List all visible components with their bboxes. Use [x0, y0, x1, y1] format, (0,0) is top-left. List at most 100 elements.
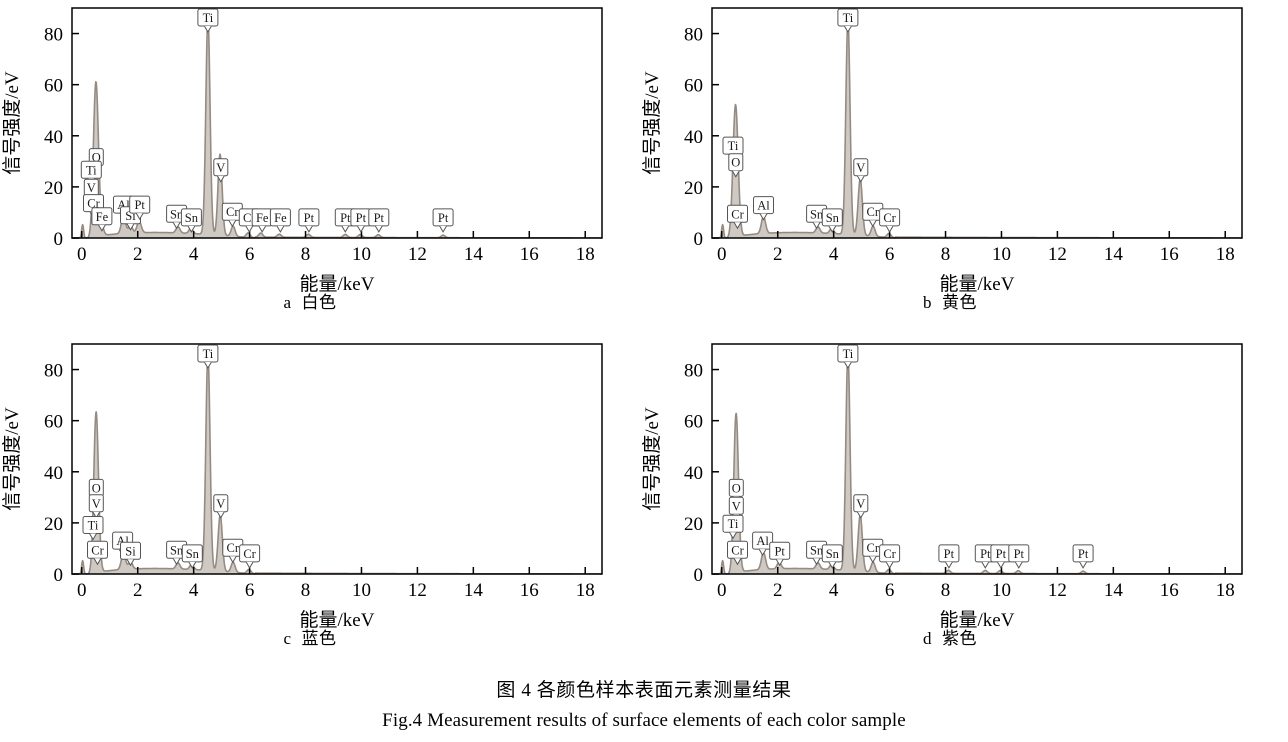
x-tick-label-b-7: 14: [1104, 244, 1124, 265]
element-label-tail-a-16: [304, 225, 313, 233]
y-tick-label-c-0: 0: [54, 565, 64, 586]
element-label-text-b-8: Cr: [867, 205, 880, 219]
y-tick-label-a-4: 80: [44, 25, 63, 46]
plot-frame-c: [71, 343, 603, 575]
element-label-b-8: Cr: [862, 202, 884, 228]
element-label-tail-b-8: [868, 219, 877, 228]
x-tick-label-a-3: 6: [245, 244, 255, 265]
spectrum-fill-a: [72, 17, 602, 238]
element-label-tail-d-16: [1079, 561, 1088, 569]
element-label-text-a-20: Pt: [438, 211, 449, 225]
element-label-d-4: Al: [752, 531, 774, 557]
element-label-tail-c-10: [228, 555, 237, 564]
x-tick-label-c-2: 4: [189, 580, 199, 601]
element-label-tail-a-4: [97, 224, 106, 232]
element-label-tail-c-8: [203, 361, 212, 369]
x-tick-label-a-4: 8: [301, 244, 311, 265]
element-label-box-d-3: [727, 540, 748, 559]
element-label-a-4: Fe: [91, 207, 113, 232]
subcaption-a-letter: a: [283, 293, 292, 312]
element-label-tail-d-10: [868, 555, 877, 564]
x-axis-c: 0 2 4 6 8 10 12 14 16 18: [77, 567, 595, 601]
y-tick-label-a-0: 0: [54, 229, 64, 250]
x-tick-label-b-3: 6: [885, 244, 895, 265]
element-label-tail-b-6: [843, 25, 852, 33]
y-tick-label-d-1: 20: [684, 514, 703, 535]
x-tick-label-c-8: 16: [520, 580, 539, 601]
element-label-text-b-9: Cr: [883, 211, 896, 225]
element-label-text-d-8: Ti: [843, 347, 854, 361]
element-label-text-c-5: Si: [125, 544, 136, 558]
element-label-text-d-10: Cr: [867, 541, 880, 555]
spectrum-fill-b: [712, 19, 1242, 238]
element-label-text-d-3: Cr: [731, 543, 744, 557]
element-label-c-1: V: [88, 494, 104, 519]
spectrum-curve-d: [711, 352, 1243, 575]
x-tick-label-b-9: 18: [1216, 244, 1235, 265]
x-axis-label-b: 能量/keV: [940, 273, 1015, 295]
element-label-b-5: Sn: [821, 208, 843, 233]
element-label-c-10: Cr: [222, 538, 244, 564]
element-label-text-d-7: Sn: [826, 547, 840, 561]
element-label-text-a-6: Si: [125, 209, 136, 223]
element-label-text-a-17: Pt: [340, 211, 351, 225]
element-label-text-c-3: Cr: [91, 543, 104, 557]
subcaption-b: b 黄色: [640, 288, 1260, 313]
x-tick-label-d-0: 0: [717, 580, 727, 601]
element-label-text-d-1: V: [732, 499, 741, 513]
element-label-a-11: V: [213, 158, 229, 183]
x-axis-d: 0 2 4 6 8 10 12 14 16 18: [717, 567, 1235, 601]
element-label-text-c-11: Cr: [243, 547, 256, 561]
element-label-text-d-0: O: [732, 481, 741, 495]
x-tick-label-b-6: 12: [1048, 244, 1067, 265]
element-label-tail-c-3: [93, 558, 102, 566]
x-tick-label-c-7: 14: [464, 580, 484, 601]
x-tick-label-d-8: 16: [1160, 580, 1179, 601]
element-label-text-a-16: Pt: [304, 211, 315, 225]
element-label-c-6: Sn: [166, 540, 188, 566]
element-label-text-d-16: Pt: [1078, 547, 1089, 561]
spectrum-plot-b: 0 2 4 6 8 10 12 14 16 18 能量/keV 0 20 40 60 80 信号强度/eV Ti O…: [641, 7, 1243, 295]
element-label-d-10: Cr: [862, 538, 884, 564]
element-label-text-c-2: Ti: [88, 519, 99, 533]
element-label-b-4: Sn: [806, 204, 828, 230]
element-label-a-20: Pt: [432, 208, 454, 233]
x-tick-label-b-1: 2: [773, 244, 783, 265]
x-tick-label-d-6: 12: [1048, 580, 1067, 601]
element-label-text-d-11: Cr: [883, 547, 896, 561]
x-tick-label-a-1: 2: [133, 244, 143, 265]
element-label-a-18: Pt: [350, 208, 372, 233]
x-tick-label-c-9: 18: [576, 580, 595, 601]
element-label-text-a-19: Pt: [374, 211, 385, 225]
element-label-text-c-7: Sn: [186, 547, 200, 561]
element-label-tail-d-7: [828, 561, 837, 569]
element-label-text-c-8: Ti: [203, 347, 214, 361]
y-tick-label-b-2: 40: [684, 127, 703, 148]
element-label-box-c-3: [87, 540, 108, 559]
element-label-tail-a-15: [276, 225, 285, 233]
element-label-d-8: Ti: [837, 344, 859, 369]
x-tick-label-d-1: 2: [773, 580, 783, 601]
x-tick-label-d-2: 4: [829, 580, 839, 601]
element-label-tail-d-9: [856, 511, 865, 519]
spectrum-curve-c: [71, 352, 603, 575]
x-tick-label-b-2: 4: [829, 244, 839, 265]
element-label-tail-a-13: [245, 225, 254, 233]
element-label-text-d-4: Al: [756, 534, 769, 548]
subcaption-c: c 蓝色: [0, 624, 620, 649]
element-label-tail-c-2: [89, 533, 97, 541]
figure-caption-cn: 图 4 各颜色样本表面元素测量结果: [496, 680, 792, 701]
element-label-text-a-18: Pt: [356, 211, 367, 225]
element-label-tail-b-3: [759, 213, 768, 221]
element-label-text-a-2: V: [87, 181, 96, 195]
element-label-text-a-3: Cr: [87, 197, 100, 211]
element-label-text-b-3: Al: [757, 199, 770, 213]
element-label-c-7: Sn: [181, 544, 203, 569]
panel-c: 0 2 4 6 8 10 12 14 16 18 能量/keV 0 20 40 60 80 信号强度/eV O V T…: [0, 336, 620, 666]
element-label-tail-b-4: [812, 222, 821, 230]
element-label-d-5: Pt: [769, 541, 791, 567]
y-tick-label-d-3: 60: [684, 412, 703, 433]
spectrum-fill-d: [712, 353, 1242, 574]
